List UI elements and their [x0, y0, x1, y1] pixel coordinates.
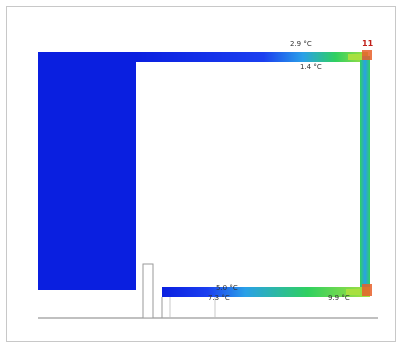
- cold-block: [38, 52, 136, 290]
- label-top-right: 11: [362, 39, 374, 48]
- top-band: [136, 52, 368, 62]
- small-post: [142, 263, 154, 319]
- label-top-left-lower: 1.4 °C: [300, 63, 322, 71]
- warm-strip-bottom: [346, 289, 360, 295]
- right-band: [360, 56, 370, 294]
- label-top-left-upper: 2.9 °C: [290, 40, 312, 48]
- label-bottom-left-upper: 5.0 °C: [216, 284, 238, 292]
- bottom-band: [162, 287, 370, 297]
- label-bottom-right: 9.9 °C: [328, 294, 350, 302]
- hot-corner-bottom: [362, 284, 372, 296]
- label-bottom-left-lower: 7.3 °C: [208, 294, 230, 302]
- hot-corner-top: [362, 50, 372, 60]
- warm-strip-top: [348, 54, 362, 60]
